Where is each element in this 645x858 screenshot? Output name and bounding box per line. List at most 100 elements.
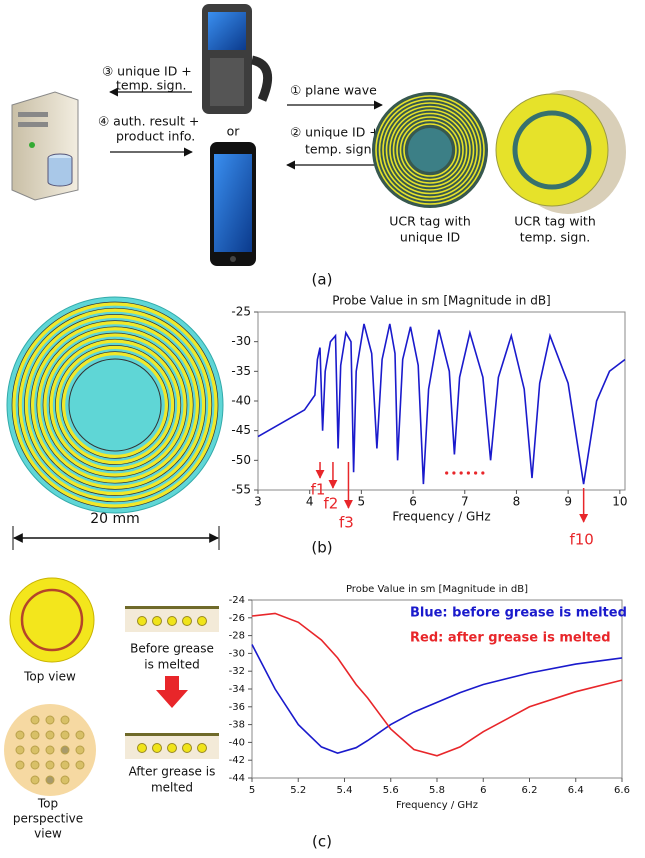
- side-strip: [125, 606, 219, 632]
- side-strip: [125, 733, 219, 759]
- message-label: ② unique ID +: [290, 125, 380, 140]
- tag-label: UCR tag with: [514, 214, 596, 229]
- dot: [31, 746, 39, 754]
- y-tick-label: -50: [231, 453, 251, 467]
- dot: [46, 746, 54, 754]
- dot: [138, 744, 147, 753]
- legend-entry: Red: after grease is melted: [410, 631, 611, 646]
- state-label: Before grease: [130, 642, 214, 656]
- dot: [46, 761, 54, 769]
- dot: [183, 744, 192, 753]
- dot: [61, 746, 69, 754]
- or-label: or: [227, 124, 241, 139]
- message-label: ④ auth. result +: [98, 114, 199, 129]
- dot: [76, 761, 84, 769]
- dot: [16, 761, 24, 769]
- tag-label: UCR tag with: [389, 214, 471, 229]
- dot: [46, 776, 54, 784]
- x-tick-label: 6.4: [568, 785, 584, 796]
- ucr-tag-temp: [496, 90, 626, 214]
- ellipsis-dot: [460, 471, 463, 474]
- tag-layout: [7, 297, 223, 513]
- caption: (b): [311, 539, 332, 557]
- perspective-view: [4, 704, 96, 796]
- legend-entry: Blue: before grease is melted: [410, 606, 627, 621]
- y-tick-label: -36: [229, 702, 245, 713]
- dot: [138, 617, 147, 626]
- dot: [198, 617, 207, 626]
- x-tick-label: 6: [409, 495, 417, 509]
- x-tick-label: 3: [254, 495, 262, 509]
- annotation: f2: [324, 495, 339, 513]
- ellipsis-dot: [474, 471, 477, 474]
- dot: [16, 746, 24, 754]
- dot: [183, 617, 192, 626]
- y-tick-label: -25: [231, 305, 251, 319]
- x-axis-label: Frequency / GHz: [392, 510, 490, 524]
- y-tick-label: -40: [229, 737, 245, 748]
- transition-arrow: [156, 676, 188, 708]
- x-tick-label: 10: [612, 495, 627, 509]
- message-label: ③ unique ID +: [102, 64, 192, 79]
- y-tick-label: -32: [229, 666, 245, 677]
- dot: [76, 746, 84, 754]
- chart-title: Probe Value in sm [Magnitude in dB]: [332, 294, 550, 308]
- caption: (a): [312, 271, 333, 289]
- dot: [16, 731, 24, 739]
- x-tick-label: 5: [358, 495, 366, 509]
- tag-label: unique ID: [400, 230, 460, 245]
- scale-label: 20 mm: [90, 511, 140, 527]
- dot: [46, 716, 54, 724]
- dot: [31, 776, 39, 784]
- tag-label: temp. sign.: [520, 230, 590, 245]
- ucr-tag-id: [372, 92, 488, 208]
- message-label: product info.: [116, 129, 195, 144]
- dot: [61, 776, 69, 784]
- y-tick-label: -42: [229, 755, 245, 766]
- y-tick-label: -30: [229, 648, 245, 659]
- y-tick-label: -44: [229, 773, 245, 784]
- y-tick-label: -28: [229, 631, 245, 642]
- y-tick-label: -34: [229, 684, 245, 695]
- dot: [46, 731, 54, 739]
- dot: [153, 617, 162, 626]
- y-tick-label: -40: [231, 394, 251, 408]
- y-tick-label: -45: [231, 423, 251, 437]
- x-tick-label: 7: [461, 495, 469, 509]
- dot: [168, 617, 177, 626]
- ellipsis-dot: [467, 471, 470, 474]
- ellipsis-dot: [445, 471, 448, 474]
- message-label: temp. sign.: [305, 142, 375, 157]
- x-tick-label: 6: [480, 785, 486, 796]
- dot: [31, 716, 39, 724]
- dot: [31, 731, 39, 739]
- view-label: Top view: [23, 670, 76, 684]
- top-view: [10, 578, 94, 662]
- y-tick-label: -26: [229, 613, 245, 624]
- y-tick-label: -30: [231, 334, 251, 348]
- x-tick-label: 5.2: [290, 785, 306, 796]
- message-label: temp. sign.: [116, 78, 186, 93]
- state-label: is melted: [144, 658, 200, 672]
- y-tick-label: -38: [229, 720, 245, 731]
- view-label: Top: [37, 797, 58, 811]
- state-label: After grease is: [129, 765, 216, 779]
- x-tick-label: 6.2: [522, 785, 538, 796]
- dot: [168, 744, 177, 753]
- y-tick-label: -24: [229, 595, 245, 606]
- y-tick-label: -55: [231, 483, 251, 497]
- dot: [76, 731, 84, 739]
- chart-title: Probe Value in sm [Magnitude in dB]: [346, 584, 528, 595]
- smartphone: [210, 142, 256, 266]
- x-tick-label: 8: [513, 495, 521, 509]
- dot: [198, 744, 207, 753]
- dot: [31, 761, 39, 769]
- caption: (c): [312, 833, 332, 851]
- dot: [61, 716, 69, 724]
- state-label: melted: [151, 781, 193, 795]
- data-line: [258, 324, 625, 484]
- x-tick-label: 5.4: [337, 785, 353, 796]
- dot: [61, 761, 69, 769]
- x-tick-label: 5.6: [383, 785, 399, 796]
- data-line: [252, 645, 622, 754]
